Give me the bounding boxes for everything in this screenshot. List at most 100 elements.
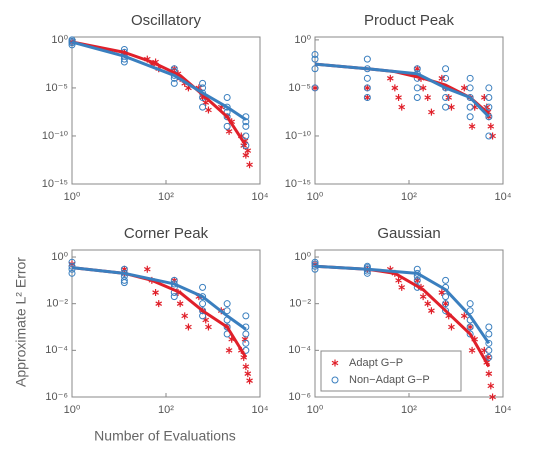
- circle-point: [199, 103, 207, 111]
- star-point: [468, 346, 476, 354]
- legend-label: Non−Adapt G−P: [349, 374, 430, 386]
- circle-point: [311, 51, 319, 59]
- star-point: [364, 84, 371, 92]
- star-point: [225, 346, 233, 354]
- circle-point: [68, 41, 76, 49]
- star-point: [466, 323, 474, 331]
- x-tick-label: 10⁴: [495, 404, 512, 416]
- y-tick-label: 10⁻¹⁰: [285, 130, 312, 142]
- circle-point: [442, 65, 450, 73]
- circle-point: [442, 94, 450, 102]
- y-tick-label: 10⁰: [51, 251, 68, 263]
- star-point: [244, 370, 252, 378]
- star-point: [398, 283, 406, 291]
- star-point: [468, 122, 476, 130]
- star-point: [205, 106, 212, 114]
- circle-point: [442, 74, 450, 82]
- circle-point: [442, 300, 450, 308]
- trend-line: [71, 40, 248, 147]
- circle-point: [311, 84, 319, 92]
- x-tick-label: 10²: [158, 404, 174, 416]
- star-point: [311, 84, 319, 92]
- panel-title: Product Peak: [364, 12, 455, 29]
- panel-title: Gaussian: [377, 225, 440, 242]
- circle-point: [242, 122, 250, 130]
- circle-point: [68, 269, 76, 277]
- y-tick-label: 10⁻⁶: [45, 391, 68, 403]
- circle-point: [223, 94, 231, 102]
- panel-title: Corner Peak: [124, 225, 209, 242]
- star-point: [424, 300, 432, 308]
- circle-point: [363, 55, 371, 63]
- circle-point: [170, 293, 178, 301]
- circle-point: [223, 122, 231, 130]
- x-tick-label: 10⁰: [307, 191, 324, 203]
- x-tick-label: 10²: [401, 191, 417, 203]
- star-point: [489, 393, 496, 401]
- circle-point: [485, 353, 493, 361]
- y-tick-label: 10⁻⁵: [288, 82, 311, 94]
- y-tick-label: 10⁰: [294, 251, 311, 263]
- legend-box: [320, 350, 462, 392]
- x-tick-label: 10⁴: [495, 191, 512, 203]
- legend-marker: [331, 376, 339, 384]
- x-tick-label: 10⁰: [307, 404, 324, 416]
- circle-point: [311, 55, 319, 63]
- star-point: [364, 94, 371, 102]
- star-point: [487, 122, 495, 130]
- star-point: [428, 108, 435, 116]
- circle-point: [485, 330, 493, 338]
- circle-point: [485, 323, 493, 331]
- y-tick-label: 10⁻⁶: [288, 391, 311, 403]
- legend-label: Adapt G−P: [349, 357, 403, 369]
- circle-point: [242, 142, 250, 150]
- circle-point: [199, 307, 207, 315]
- circle-point: [442, 307, 450, 315]
- circle-point: [242, 330, 250, 338]
- star-point: [489, 132, 496, 140]
- y-tick-label: 10⁻¹⁵: [285, 178, 311, 190]
- circle-point: [170, 79, 178, 87]
- star-point: [202, 316, 210, 324]
- circle-point: [485, 346, 493, 354]
- circle-point: [485, 132, 493, 140]
- circle-point: [242, 312, 250, 320]
- star-point: [395, 276, 402, 284]
- panel: Gaussian 10⁰ 10² 10⁴ 10⁻⁶ 10⁻⁴ 10⁻² 10⁰ Adapt G−…: [288, 225, 512, 416]
- x-tick-label: 10²: [401, 404, 417, 416]
- star-point: [438, 74, 446, 82]
- circle-point: [442, 103, 450, 111]
- circle-point: [363, 84, 371, 92]
- star-point: [413, 276, 421, 284]
- star-point: [419, 293, 427, 301]
- circle-point: [413, 276, 421, 284]
- circle-point: [199, 300, 207, 308]
- panel: Oscillatory 10⁰ 10² 10⁴ 10⁻¹⁵ 10⁻¹⁰ 10⁻⁵ 10⁰: [42, 12, 269, 203]
- circle-point: [199, 312, 207, 320]
- y-tick-label: 10⁰: [51, 34, 68, 46]
- circle-point: [442, 293, 450, 301]
- x-tick-label: 10⁴: [252, 404, 269, 416]
- y-tick-label: 10⁻⁴: [288, 344, 311, 356]
- star-point: [424, 94, 432, 102]
- x-tick-label: 10²: [158, 191, 174, 203]
- star-point: [205, 323, 212, 331]
- trend-line: [314, 264, 491, 345]
- circle-point: [68, 262, 76, 270]
- star-point: [155, 300, 163, 308]
- y-tick-label: 10⁻¹⁵: [42, 178, 68, 190]
- circle-point: [223, 113, 231, 121]
- legend-marker: [331, 359, 339, 367]
- trend-line: [71, 266, 247, 331]
- circle-point: [311, 258, 319, 266]
- circle-point: [311, 65, 319, 73]
- panel-title: Oscillatory: [131, 12, 202, 29]
- panel: Corner Peak 10⁰ 10² 10⁴ 10⁻⁶ 10⁻⁴ 10⁻² 10⁰: [45, 225, 269, 416]
- circle-point: [413, 84, 421, 92]
- circle-point: [223, 300, 231, 308]
- circle-point: [466, 74, 474, 82]
- circle-point: [120, 58, 128, 66]
- star-point: [448, 103, 455, 111]
- x-tick-label: 10⁰: [64, 191, 81, 203]
